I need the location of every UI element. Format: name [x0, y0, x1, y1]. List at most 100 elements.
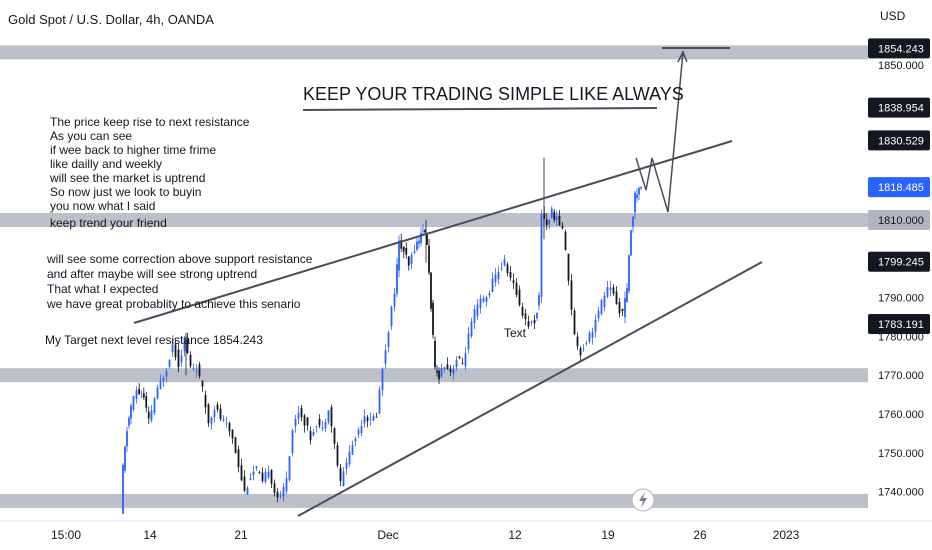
candle-72	[330, 404, 333, 433]
candle-28	[198, 361, 201, 379]
svg-text:1854.243: 1854.243	[878, 43, 924, 55]
candle-41	[237, 445, 240, 473]
candle-10	[145, 391, 148, 413]
candle-51	[267, 465, 270, 480]
svg-text:1830.529: 1830.529	[878, 135, 924, 147]
target-annotation: My Target next level resistance 1854.243	[45, 333, 263, 347]
header: Gold Spot / U.S. Dollar, 4h, OANDA	[8, 12, 214, 27]
note-line-8: keep trend your friend	[50, 216, 167, 230]
candle-79	[351, 440, 354, 455]
candle-46	[252, 465, 255, 481]
candle-73	[333, 427, 336, 449]
svg-text:1810.000: 1810.000	[878, 215, 924, 227]
candle-179	[628, 254, 630, 294]
note-line-6: So now just we look to buyin	[50, 185, 201, 199]
price-axis: USD 1740.000 1750.000 1760.000 1770.000 1780…	[868, 0, 932, 522]
candle-56	[282, 483, 285, 502]
candle-80	[354, 436, 357, 447]
x-tick-label: 12	[508, 528, 522, 542]
candle-183	[636, 188, 638, 203]
candlestick-series	[122, 157, 642, 515]
candle-38	[228, 421, 231, 437]
candle-39	[231, 429, 234, 444]
candle-100	[410, 252, 413, 270]
candle-58	[288, 456, 291, 482]
candle-44	[246, 486, 249, 495]
candle-65	[309, 426, 312, 445]
candle-36	[222, 415, 225, 422]
y-tick-label: 1760.000	[878, 409, 924, 421]
candle-99	[407, 256, 410, 271]
candle-165	[588, 330, 591, 345]
candle-96	[400, 233, 403, 252]
candle-54	[276, 487, 279, 503]
correction-line-2: and after maybe will see strong uptrend	[47, 267, 257, 281]
candle-70	[324, 418, 327, 433]
candle-117	[449, 364, 452, 377]
candle-50	[264, 468, 267, 484]
y-tick-label: 1740.000	[878, 487, 924, 499]
candle-3	[128, 415, 130, 429]
candle-169	[600, 298, 603, 316]
candle-137	[509, 266, 512, 281]
candle-146	[536, 312, 538, 322]
candle-18	[168, 359, 171, 369]
candle-98	[405, 242, 408, 259]
time-axis: 15:00 14 21 Dec 12 19 26 2023	[0, 520, 932, 550]
candle-97	[402, 246, 405, 258]
x-tick-label: Dec	[377, 528, 398, 542]
candle-57	[285, 471, 288, 495]
candle-159	[570, 273, 573, 316]
candle-7	[138, 382, 141, 395]
candle-162	[579, 346, 582, 363]
candle-67	[315, 425, 318, 433]
candle-81	[357, 427, 360, 439]
candle-175	[618, 298, 621, 318]
candle-181	[632, 216, 634, 233]
candle-12	[150, 405, 153, 423]
candle-160	[573, 308, 576, 335]
candle-103	[418, 237, 420, 249]
candle-155	[558, 210, 561, 226]
candle-5	[132, 395, 135, 412]
candle-184	[638, 186, 640, 200]
candle-86	[372, 413, 375, 422]
trend-drawings	[133, 47, 763, 517]
candle-49	[261, 467, 264, 484]
candle-88	[378, 386, 381, 415]
candle-30	[204, 390, 207, 414]
candle-129	[485, 295, 488, 307]
svg-text:1838.954: 1838.954	[878, 103, 924, 115]
candle-142	[524, 308, 527, 326]
candle-180	[630, 229, 632, 257]
price-label-6: 1783.191	[868, 314, 930, 335]
candle-69	[321, 420, 324, 431]
candle-177	[624, 291, 626, 324]
price-label-2: 1830.529	[868, 130, 930, 151]
candle-164	[585, 340, 588, 346]
price-label-0: 1854.243	[868, 38, 930, 59]
candle-63	[303, 414, 306, 433]
candle-78	[348, 445, 351, 468]
alert-button[interactable]	[631, 488, 655, 512]
candle-45	[249, 473, 252, 481]
candle-47	[255, 466, 258, 471]
svg-text:1783.191: 1783.191	[878, 319, 924, 331]
candle-82	[360, 419, 363, 437]
candle-121	[461, 357, 464, 365]
candle-93	[393, 288, 396, 312]
price-label-3: 1818.485	[868, 177, 930, 198]
candle-170	[603, 291, 606, 312]
price-label-4: 1810.000	[868, 210, 930, 230]
candle-152	[550, 205, 553, 219]
candle-109	[430, 272, 432, 312]
x-tick-label: 26	[693, 528, 707, 542]
candle-101	[413, 244, 416, 255]
candle-182	[634, 190, 636, 220]
candle-6	[135, 386, 138, 404]
candle-127	[479, 294, 482, 314]
candle-154	[555, 210, 558, 226]
headline-annotation: KEEP YOUR TRADING SIMPLE LIKE ALWAYS	[303, 84, 684, 104]
candle-133	[497, 266, 500, 285]
